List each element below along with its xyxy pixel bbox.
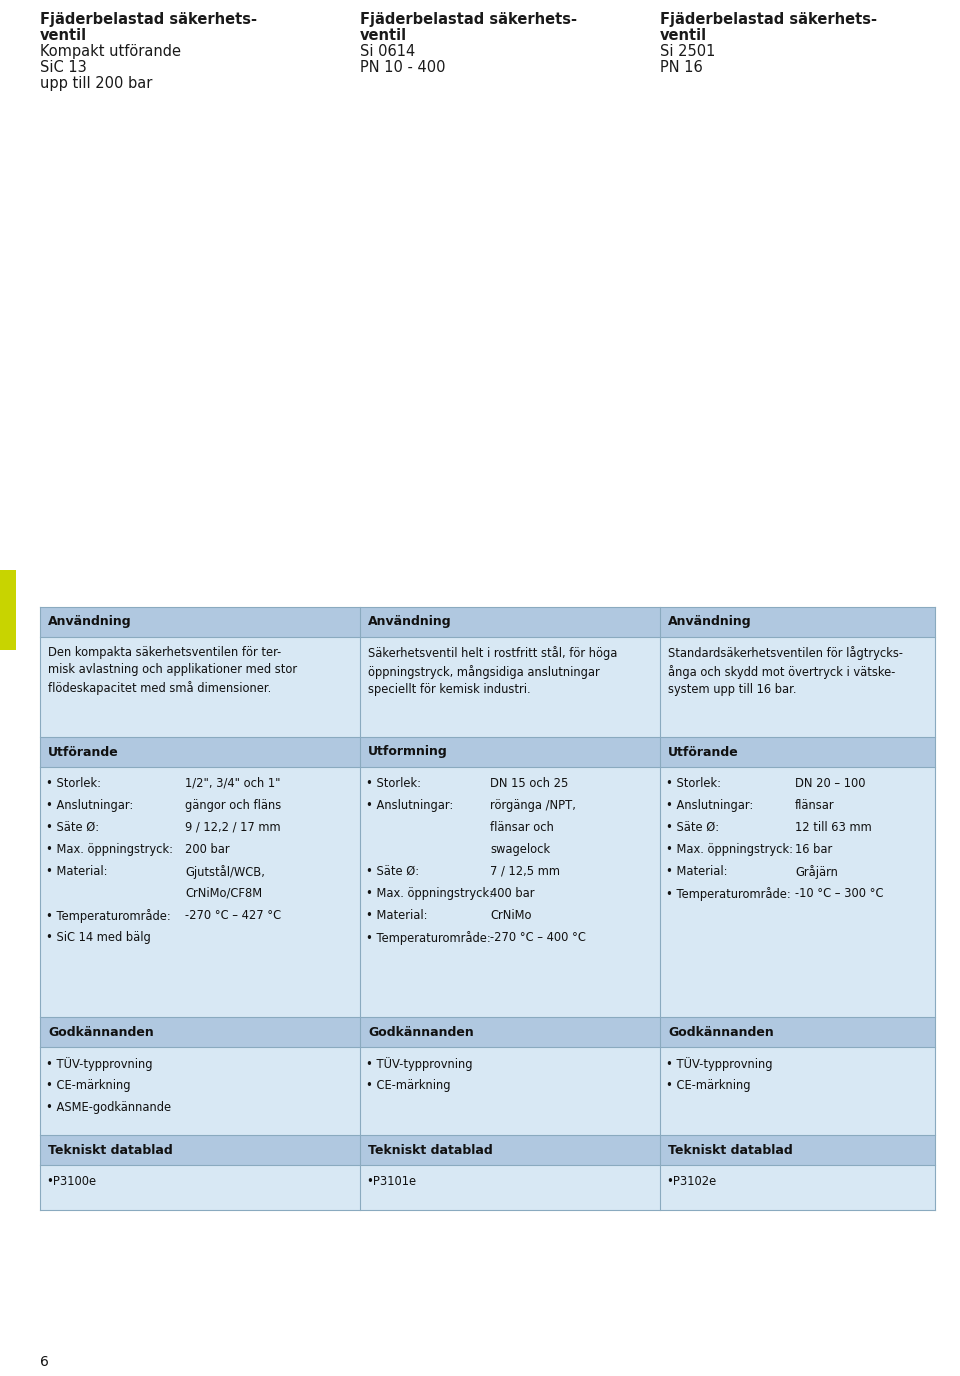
FancyBboxPatch shape [40,1135,935,1165]
Text: ventil: ventil [40,28,87,43]
Text: • CE-märkning: • CE-märkning [366,1079,450,1093]
Text: • Storlek:: • Storlek: [666,777,721,790]
FancyBboxPatch shape [40,607,935,1210]
Text: -270 °C – 427 °C: -270 °C – 427 °C [185,910,281,922]
Text: 12 till 63 mm: 12 till 63 mm [795,821,872,834]
Text: Säkerhetsventil helt i rostfritt stål, för höga
öppningstryck, mångsidiga anslut: Säkerhetsventil helt i rostfritt stål, f… [368,645,617,696]
Text: -270 °C – 400 °C: -270 °C – 400 °C [490,932,586,944]
Text: Fjäderbelastad säkerhets-: Fjäderbelastad säkerhets- [660,12,877,28]
Text: 6: 6 [40,1355,49,1369]
Text: • Storlek:: • Storlek: [366,777,421,790]
Text: • Storlek:: • Storlek: [46,777,101,790]
Text: Utförande: Utförande [668,746,739,758]
Text: • TÜV-typprovning: • TÜV-typprovning [666,1057,773,1071]
Text: Godkännanden: Godkännanden [48,1025,154,1039]
Text: PN 16: PN 16 [660,61,703,76]
Text: 9 / 12,2 / 17 mm: 9 / 12,2 / 17 mm [185,821,280,834]
Text: • TÜV-typprovning: • TÜV-typprovning [46,1057,153,1071]
Text: flänsar och: flänsar och [490,821,554,834]
Text: 400 bar: 400 bar [490,888,535,900]
Text: Godkännanden: Godkännanden [668,1025,774,1039]
Text: • Säte Ø:: • Säte Ø: [366,866,420,878]
Text: • Temperaturområde:: • Temperaturområde: [666,888,791,901]
Text: •P3101e: •P3101e [366,1175,416,1187]
Text: Användning: Användning [668,615,752,629]
Text: 200 bar: 200 bar [185,843,229,856]
Text: • Säte Ø:: • Säte Ø: [46,821,99,834]
Text: PN 10 - 400: PN 10 - 400 [360,61,445,76]
Text: Den kompakta säkerhetsventilen för ter-
misk avlastning och applikationer med st: Den kompakta säkerhetsventilen för ter- … [48,645,298,695]
Text: Godkännanden: Godkännanden [368,1025,473,1039]
Text: -10 °C – 300 °C: -10 °C – 300 °C [795,888,883,900]
Text: CrNiMo/CF8M: CrNiMo/CF8M [185,888,262,900]
Text: Gråjärn: Gråjärn [795,866,838,879]
Text: Användning: Användning [368,615,451,629]
FancyBboxPatch shape [0,570,16,649]
Text: rörgänga /NPT,: rörgänga /NPT, [490,799,576,812]
Text: • SiC 14 med bälg: • SiC 14 med bälg [46,932,151,944]
Text: •P3100e: •P3100e [46,1175,96,1187]
Text: swagelock: swagelock [490,843,550,856]
Text: Utformning: Utformning [368,746,447,758]
Text: • Temperaturområde:: • Temperaturområde: [366,932,491,945]
FancyBboxPatch shape [40,607,935,637]
Text: Användning: Användning [48,615,132,629]
Text: Si 0614: Si 0614 [360,44,416,59]
Text: • Max. öppningstryck:: • Max. öppningstryck: [366,888,493,900]
Text: Standardsäkerhetsventilen för lågtrycks-
ånga och skydd mot övertryck i vätske-
: Standardsäkerhetsventilen för lågtrycks-… [668,645,903,696]
Text: upp till 200 bar: upp till 200 bar [40,76,153,91]
Text: • Säte Ø:: • Säte Ø: [666,821,719,834]
Text: flänsar: flänsar [795,799,834,812]
Text: • TÜV-typprovning: • TÜV-typprovning [366,1057,472,1071]
Text: • Anslutningar:: • Anslutningar: [46,799,133,812]
Text: Utförande: Utförande [48,746,119,758]
Text: • ASME-godkännande: • ASME-godkännande [46,1101,171,1115]
Text: ventil: ventil [660,28,708,43]
Text: • Material:: • Material: [366,910,427,922]
Text: •P3102e: •P3102e [666,1175,716,1187]
Text: CrNiMo: CrNiMo [490,910,532,922]
Text: DN 15 och 25: DN 15 och 25 [490,777,568,790]
Text: • CE-märkning: • CE-märkning [666,1079,751,1093]
Text: Tekniskt datablad: Tekniskt datablad [368,1143,492,1156]
Text: • Max. öppningstryck:: • Max. öppningstryck: [666,843,793,856]
Text: SiC 13: SiC 13 [40,61,86,76]
Text: 7 / 12,5 mm: 7 / 12,5 mm [490,866,560,878]
Text: • Material:: • Material: [46,866,108,878]
FancyBboxPatch shape [40,1017,935,1047]
Text: • Material:: • Material: [666,866,728,878]
Text: Si 2501: Si 2501 [660,44,715,59]
Text: • Temperaturområde:: • Temperaturområde: [46,910,171,923]
Text: • Anslutningar:: • Anslutningar: [666,799,754,812]
Text: ventil: ventil [360,28,407,43]
Text: • Anslutningar:: • Anslutningar: [366,799,453,812]
Text: Tekniskt datablad: Tekniskt datablad [48,1143,173,1156]
Text: Fjäderbelastad säkerhets-: Fjäderbelastad säkerhets- [360,12,577,28]
FancyBboxPatch shape [40,738,935,766]
Text: • Max. öppningstryck:: • Max. öppningstryck: [46,843,173,856]
Text: Fjäderbelastad säkerhets-: Fjäderbelastad säkerhets- [40,12,257,28]
Text: DN 20 – 100: DN 20 – 100 [795,777,866,790]
Text: Gjutstål/WCB,: Gjutstål/WCB, [185,866,265,879]
Text: 1/2", 3/4" och 1": 1/2", 3/4" och 1" [185,777,280,790]
Text: Tekniskt datablad: Tekniskt datablad [668,1143,793,1156]
Text: 16 bar: 16 bar [795,843,832,856]
Text: • CE-märkning: • CE-märkning [46,1079,131,1093]
Text: Kompakt utförande: Kompakt utförande [40,44,181,59]
Text: gängor och fläns: gängor och fläns [185,799,281,812]
